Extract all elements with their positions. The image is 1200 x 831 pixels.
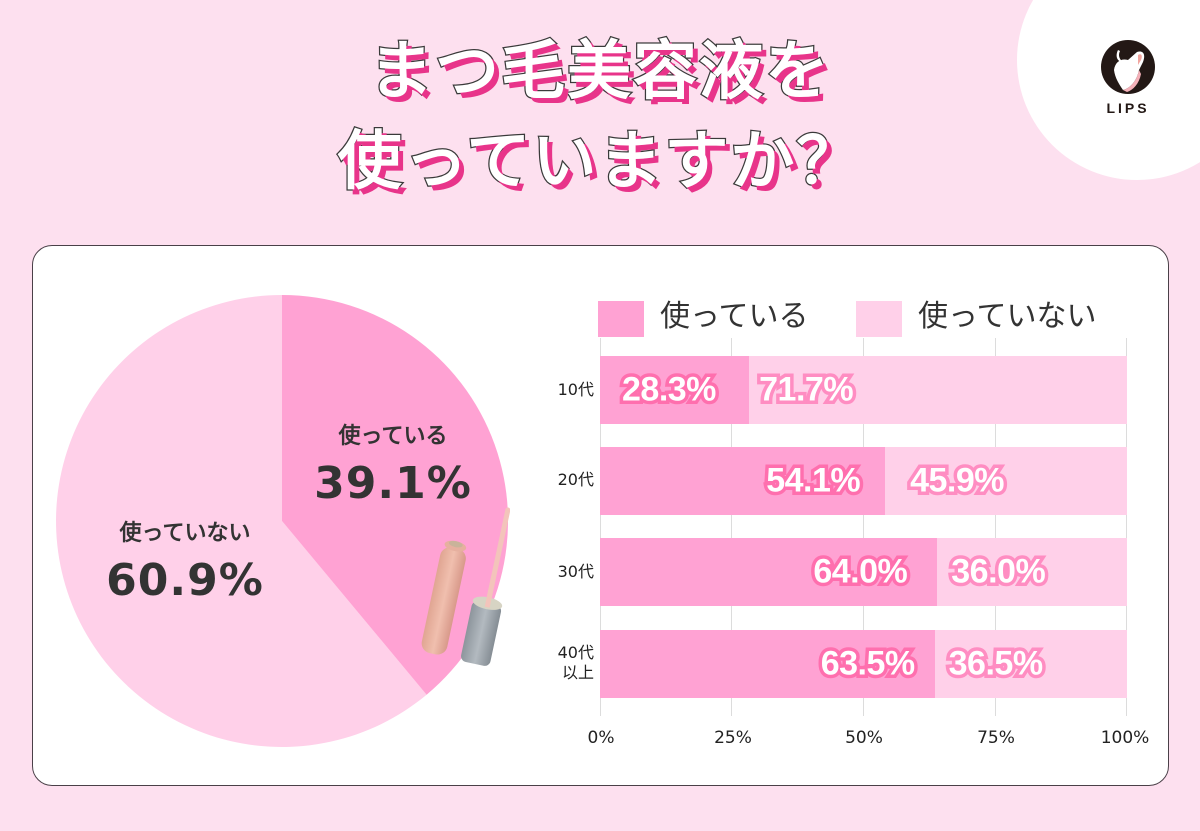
x-tick-25: 25%: [714, 728, 752, 748]
bar-segment-unused: 36.0%: [937, 538, 1127, 606]
mascara-tube-icon: [421, 507, 510, 666]
gridline-50: [863, 338, 864, 716]
row-label-10s: 10代: [530, 380, 594, 400]
bar-value-used: 54.1%: [763, 458, 864, 503]
pie-label-used-value: 39.1%: [314, 458, 472, 509]
bar-value-unused: 36.5%: [945, 641, 1046, 686]
gridline-25: [731, 338, 732, 716]
bar-segment-unused: 45.9%: [885, 447, 1127, 515]
bar-value-used: 64.0%: [810, 549, 911, 594]
page-title-line1: まつ毛美容液を: [368, 35, 831, 109]
bar-value-unused: 36.0%: [948, 549, 1049, 594]
bar-segment-used: 54.1%: [600, 447, 886, 515]
pie-slice-unused: [56, 295, 427, 747]
bar-segment-unused: 36.5%: [934, 630, 1127, 698]
pie-label-unused: 使っていない 60.9%: [95, 515, 275, 606]
x-tick-0: 0%: [587, 728, 615, 748]
bar-segment-used: 64.0%: [600, 538, 938, 606]
gridline-75: [995, 338, 996, 716]
bar-row-40s-plus: 63.5% 36.5%: [600, 630, 1127, 698]
x-tick-100: 100%: [1100, 728, 1150, 748]
row-label-text: 30代: [557, 562, 594, 581]
bar-segment-used: 63.5%: [600, 630, 935, 698]
bar-value-unused: 45.9%: [907, 458, 1008, 503]
row-label-20s: 20代: [530, 470, 594, 490]
bar-row-20s: 54.1% 45.9%: [600, 447, 1127, 515]
legend-swatch-unused: [856, 301, 902, 337]
row-label-text: 10代: [557, 380, 594, 399]
pie-label-unused-category: 使っていない: [119, 521, 251, 546]
bar-row-10s: 28.3% 71.7%: [600, 356, 1127, 424]
row-label-text: 40代: [557, 643, 594, 662]
pie-label-unused-value: 60.9%: [106, 555, 264, 606]
row-label-30s: 30代: [530, 562, 594, 582]
x-tick-75: 75%: [977, 728, 1015, 748]
bar-value-unused: 71.7%: [756, 367, 857, 412]
bar-value-used: 28.3%: [619, 367, 720, 412]
pie-label-used: 使っている 39.1%: [303, 418, 483, 509]
x-tick-50: 50%: [845, 728, 883, 748]
bar-segment-used: 28.3%: [600, 356, 750, 424]
page-title-line2: 使っていますか？: [336, 125, 863, 199]
legend-swatch-used: [598, 301, 644, 337]
legend-label-used: 使っている: [660, 299, 809, 334]
gridline-0: [600, 338, 601, 716]
bar-value-used: 63.5%: [817, 641, 918, 686]
bar-row-30s: 64.0% 36.0%: [600, 538, 1127, 606]
bar-segment-unused: 71.7%: [749, 356, 1127, 424]
deer-head-logo-icon: [1101, 40, 1155, 94]
gridline-100: [1126, 338, 1127, 716]
brand-name: LIPS: [1106, 100, 1150, 116]
pie-label-used-category: 使っている: [338, 424, 448, 449]
row-label-text: 20代: [557, 470, 594, 489]
row-label-40s-plus: 40代 以上: [530, 643, 594, 683]
legend-label-unused: 使っていない: [918, 299, 1097, 334]
row-label-text-2: 以上: [561, 663, 594, 682]
